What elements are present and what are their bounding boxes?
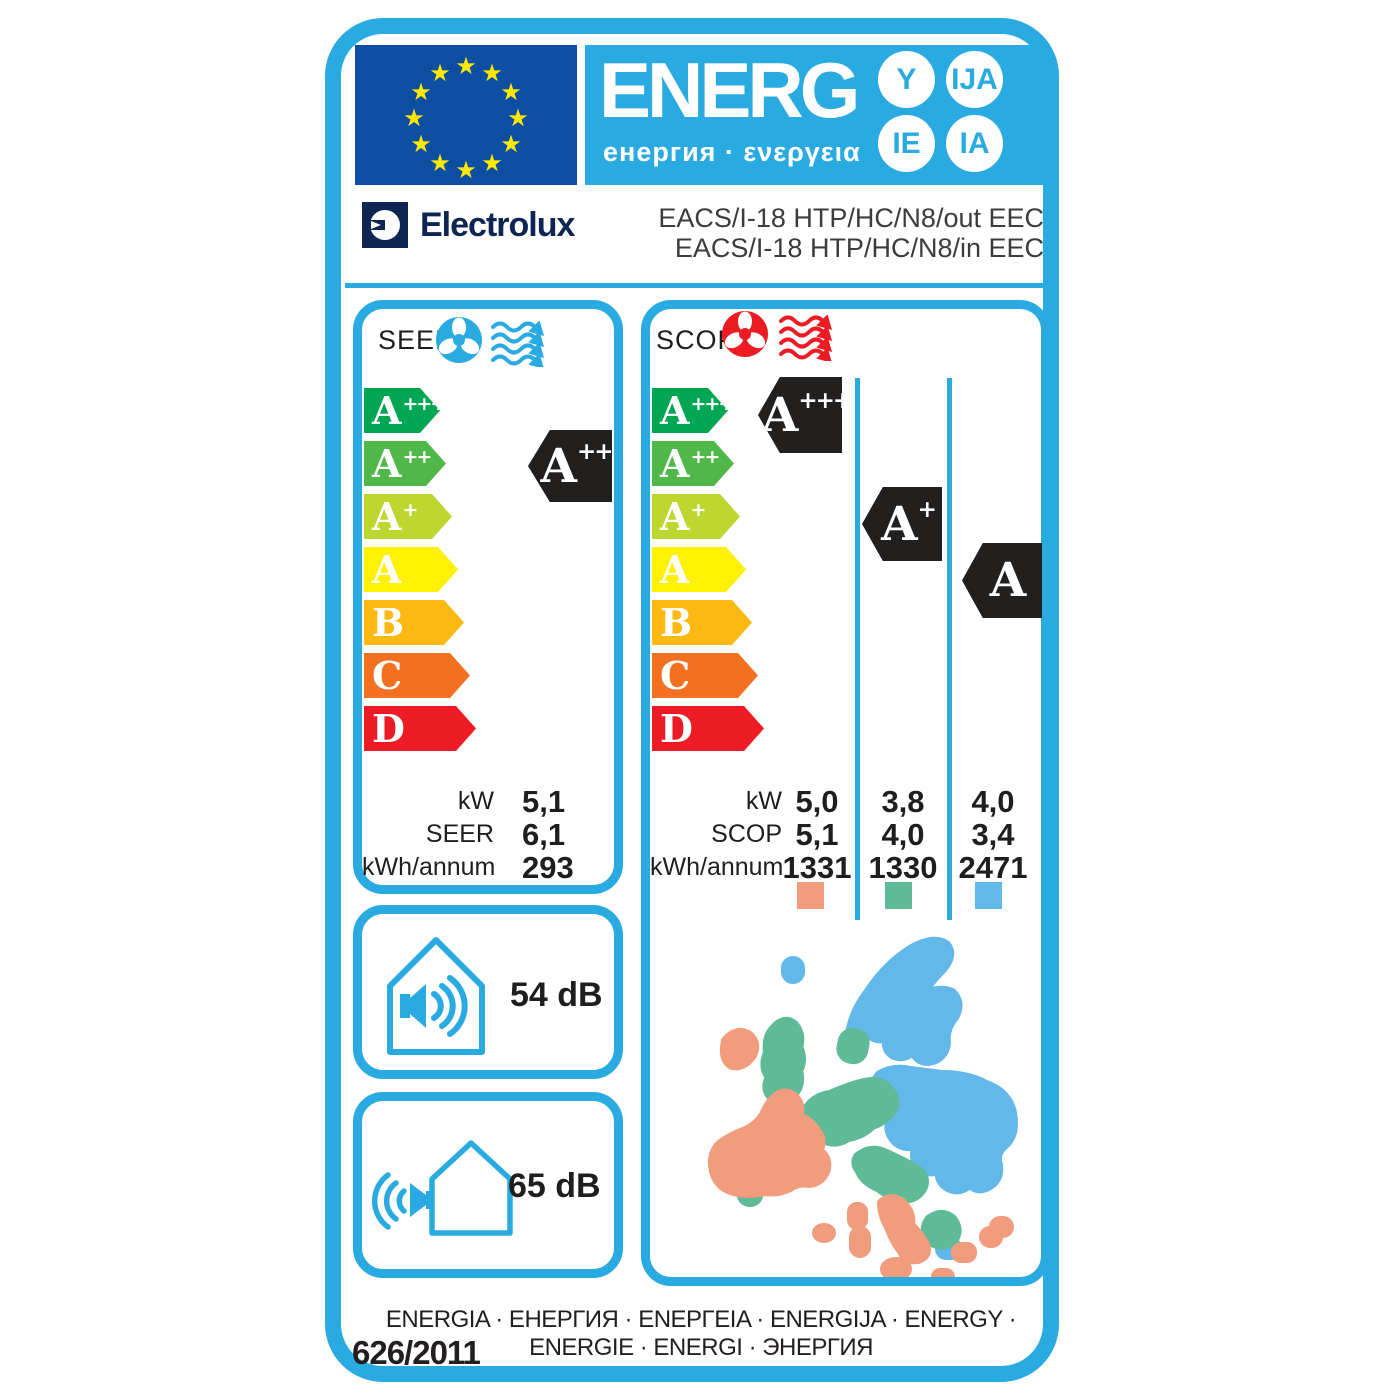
grade-arrow-a3: A+++ xyxy=(364,388,440,433)
electrolux-logo-icon xyxy=(362,202,408,248)
scop-airflow-icon xyxy=(778,314,848,366)
grade-arrow-a: A xyxy=(652,547,746,592)
energ-badge-ija: IJA xyxy=(946,51,1003,108)
svg-text:★: ★ xyxy=(455,52,477,80)
energ-badge-y: Y xyxy=(878,51,935,108)
energ-logo-box: ENERG енергия · ενεργεια Y IJA IE IA xyxy=(585,45,1045,185)
indoor-noise-icon xyxy=(380,928,492,1063)
grade-arrow-c: C xyxy=(364,653,470,698)
svg-text:★: ★ xyxy=(410,130,432,158)
energ-subtitle: енергия · ενεργεια xyxy=(603,137,861,167)
grade-arrow-a1: A+ xyxy=(364,494,452,539)
grade-arrow-d: D xyxy=(652,706,764,751)
energ-badge-ie: IE xyxy=(878,115,935,172)
seer-panel: SEER xyxy=(353,300,623,894)
svg-text:★: ★ xyxy=(500,130,522,158)
energ-title: ENERG xyxy=(599,46,860,134)
seer-fan-icon xyxy=(434,315,484,370)
model-line-1: EACS/I-18 HTP/HC/N8/out EEC xyxy=(658,203,1044,233)
grade-arrow-a2: A++ xyxy=(364,441,446,486)
grade-arrow-b: B xyxy=(364,600,464,645)
outdoor-noise-panel: 65 dB xyxy=(353,1092,623,1278)
zone-legend-square-warm xyxy=(797,882,824,909)
svg-text:★: ★ xyxy=(481,149,503,177)
table-row: kW 5,1 xyxy=(457,784,566,819)
svg-text:★: ★ xyxy=(429,59,451,87)
grade-arrow-c: C xyxy=(652,653,758,698)
model-line-2: EACS/I-18 HTP/HC/N8/in EEC xyxy=(674,233,1044,263)
indoor-noise-panel: 54 dB xyxy=(353,905,623,1079)
seer-rating-arrow: A ++ xyxy=(528,430,612,502)
header-divider xyxy=(345,283,1057,288)
scop-grade-scale: A+++ A++ A+ A B C D xyxy=(652,388,782,759)
brand-name: Electrolux xyxy=(420,206,575,244)
indoor-noise-value: 54 dB xyxy=(510,976,603,1014)
svg-text:★: ★ xyxy=(500,78,522,106)
model-lines: EACS/I-18 HTP/HC/N8/out EEC EACS/I-18 HT… xyxy=(640,203,1044,263)
seer-data-table: kW 5,1 SEER 6,1 kWh/annum 293 xyxy=(362,785,614,884)
scop-fan-icon xyxy=(720,309,770,364)
scop-rating-arrow-warm: A + xyxy=(862,487,942,561)
scop-panel: SCOP xyxy=(641,300,1050,1287)
svg-text:★: ★ xyxy=(410,78,432,106)
energ-badge-ia: IA xyxy=(946,115,1003,172)
table-row: SCOP 5,1 4,0 3,4 xyxy=(711,817,1015,852)
europe-climate-map xyxy=(690,925,1040,1287)
table-row: kW 5,0 3,8 4,0 xyxy=(745,784,1015,819)
outdoor-noise-icon xyxy=(370,1129,516,1244)
seer-airflow-icon xyxy=(490,320,560,372)
svg-text:★: ★ xyxy=(455,156,477,184)
svg-text:★: ★ xyxy=(429,149,451,177)
grade-arrow-a2: A++ xyxy=(652,441,734,486)
climate-zone-divider-2 xyxy=(947,378,952,920)
scop-rating-arrow-cold: A xyxy=(962,543,1042,618)
scop-section-label: SCOP xyxy=(656,325,737,355)
footer-languages: ENERGIA · ЕНЕРГИЯ · ΕΝΕΡΓΕΙΑ · ENERGIJA … xyxy=(385,1306,1017,1361)
table-row: kWh/annum 1331 1330 2471 xyxy=(650,850,1028,885)
zone-legend-square-cold xyxy=(975,882,1002,909)
svg-text:★: ★ xyxy=(507,104,529,132)
grade-arrow-b: B xyxy=(652,600,752,645)
grade-arrow-a1: A+ xyxy=(652,494,740,539)
table-row: SEER 6,1 xyxy=(425,817,566,852)
zone-legend-square-average xyxy=(885,882,912,909)
table-row: kWh/annum 293 xyxy=(362,850,574,885)
outdoor-noise-value: 65 dB xyxy=(508,1167,601,1205)
regulation-number: 626/2011 xyxy=(352,1334,481,1371)
scop-data-table: kW 5,0 3,8 4,0 SCOP 5,1 4,0 3,4 kWh/annu… xyxy=(650,785,1041,884)
grade-arrow-d: D xyxy=(364,706,476,751)
eu-flag: ★ ★ ★ ★ ★ ★ ★ ★ ★ ★ ★ ★ xyxy=(355,45,577,185)
grade-arrow-a: A xyxy=(364,547,458,592)
seer-grade-scale: A+++ A++ A+ A B C D xyxy=(364,388,494,759)
eu-flag-stars: ★★★ ★★★ ★★★ ★ ★★ xyxy=(403,52,529,184)
svg-text:★: ★ xyxy=(403,104,425,132)
climate-zone-divider-1 xyxy=(855,378,860,920)
svg-text:★: ★ xyxy=(481,59,503,87)
grade-arrow-a3: A+++ xyxy=(652,388,728,433)
